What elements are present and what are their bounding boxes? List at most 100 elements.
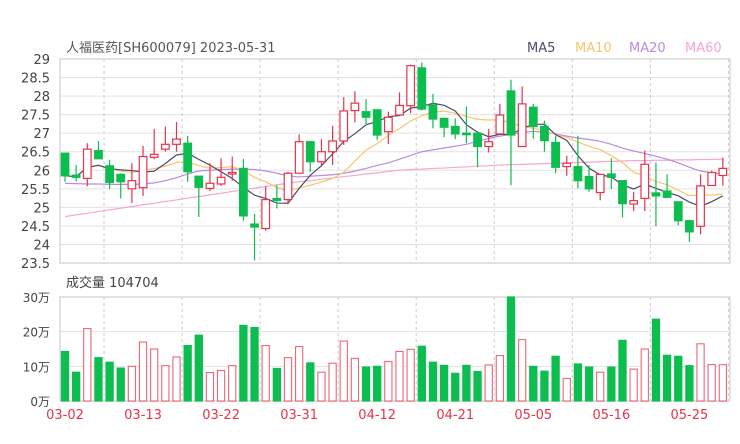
candle-body bbox=[673, 201, 683, 222]
volume-bar bbox=[607, 366, 616, 402]
candle-body bbox=[71, 174, 81, 178]
volume-bar bbox=[596, 371, 605, 402]
candle bbox=[640, 150, 650, 212]
candle-body bbox=[495, 114, 505, 135]
candle bbox=[684, 219, 694, 242]
candle-body bbox=[562, 162, 572, 168]
candle-body bbox=[261, 198, 271, 230]
volume-bar bbox=[573, 363, 583, 402]
volume-bar bbox=[707, 364, 716, 402]
ma60-line bbox=[64, 158, 723, 218]
candle bbox=[261, 186, 271, 231]
candle-body bbox=[707, 171, 717, 187]
candle-body bbox=[272, 197, 282, 201]
volume-bar bbox=[451, 372, 460, 402]
x-tick-label: 03-31 bbox=[280, 408, 318, 423]
volume-bar bbox=[172, 356, 181, 402]
candle-body bbox=[517, 103, 527, 148]
candle-body bbox=[82, 148, 92, 180]
y-tick-label: 29 bbox=[33, 53, 50, 68]
candle-body bbox=[138, 155, 148, 189]
y-tick-label: 24.5 bbox=[21, 220, 50, 235]
candle bbox=[618, 180, 627, 218]
candle-body bbox=[294, 141, 304, 174]
candle bbox=[718, 157, 728, 186]
candle bbox=[105, 159, 115, 190]
candle bbox=[540, 120, 549, 152]
candle-body bbox=[105, 165, 115, 184]
ma10-line bbox=[64, 110, 723, 197]
candle bbox=[673, 201, 683, 226]
chart-title: 人福医药[SH600079] 2023-05-31 bbox=[66, 41, 275, 56]
candle bbox=[250, 214, 259, 261]
candle bbox=[138, 145, 148, 196]
candle bbox=[305, 140, 315, 172]
candle bbox=[94, 140, 103, 160]
candle bbox=[595, 173, 605, 201]
volume-bar bbox=[384, 360, 393, 402]
candle bbox=[328, 125, 337, 166]
price-panel: 29 28.5 28 27.5 27 26.5 26 25.5 25 24.5 24 23.5 bbox=[21, 53, 731, 272]
candle bbox=[584, 165, 594, 192]
candle-body bbox=[662, 190, 672, 198]
volume-bar bbox=[473, 370, 482, 402]
volume-bar bbox=[685, 365, 694, 402]
volume-bar bbox=[529, 365, 538, 402]
candle bbox=[528, 103, 538, 139]
volume-bar bbox=[328, 362, 337, 402]
candle bbox=[339, 97, 349, 146]
volume-title: 成交量 104704 bbox=[66, 275, 159, 291]
candle bbox=[183, 135, 193, 182]
candle-body bbox=[395, 104, 404, 116]
candle-body bbox=[506, 90, 516, 136]
candle-body bbox=[595, 173, 605, 194]
candle-body bbox=[305, 141, 315, 163]
candle bbox=[417, 62, 427, 111]
candle-body bbox=[640, 163, 650, 200]
candle bbox=[629, 191, 639, 212]
candle-body bbox=[473, 132, 482, 148]
candle-body bbox=[172, 138, 181, 145]
candle bbox=[160, 126, 170, 152]
candle bbox=[696, 174, 705, 235]
legend-ma5: MA5 bbox=[527, 41, 555, 56]
candle bbox=[239, 159, 248, 221]
volume-bar bbox=[439, 364, 449, 402]
volume-bar bbox=[194, 334, 203, 402]
volume-bar bbox=[161, 365, 170, 402]
candle bbox=[551, 135, 560, 174]
volume-bar bbox=[250, 326, 259, 402]
candle bbox=[495, 103, 505, 135]
candle bbox=[383, 111, 393, 144]
candle bbox=[517, 86, 527, 148]
y-tick-label: 26 bbox=[33, 164, 50, 179]
ma20-line bbox=[64, 130, 723, 185]
candle-body bbox=[60, 152, 70, 177]
volume-bar bbox=[428, 361, 438, 402]
candle bbox=[227, 156, 237, 181]
candle bbox=[406, 64, 416, 114]
volume-bar bbox=[618, 339, 627, 402]
volume-bar bbox=[183, 344, 192, 402]
candle bbox=[439, 117, 449, 138]
y-tick-label: 24 bbox=[33, 238, 50, 253]
volume-bar bbox=[317, 371, 326, 402]
volume-bar bbox=[495, 355, 504, 402]
volume-plot-border bbox=[59, 296, 731, 402]
volume-bar bbox=[94, 357, 103, 402]
candle-body bbox=[718, 167, 728, 177]
candle bbox=[562, 155, 572, 176]
volume-bar bbox=[361, 366, 371, 402]
ma5-line bbox=[64, 102, 724, 207]
candle-body bbox=[428, 104, 438, 120]
volume-bar bbox=[629, 368, 638, 402]
candle-body bbox=[94, 150, 103, 160]
candle-body bbox=[160, 143, 170, 150]
candle-body bbox=[584, 175, 594, 190]
y-tick-label: 25 bbox=[33, 201, 50, 216]
x-axis-labels: 03-02 03-13 03-22 03-31 04-12 04-21 05-05 05-16… bbox=[46, 408, 708, 423]
legend-ma10: MA10 bbox=[575, 41, 612, 56]
volume-bar bbox=[674, 355, 683, 402]
volume-bar bbox=[640, 348, 649, 402]
